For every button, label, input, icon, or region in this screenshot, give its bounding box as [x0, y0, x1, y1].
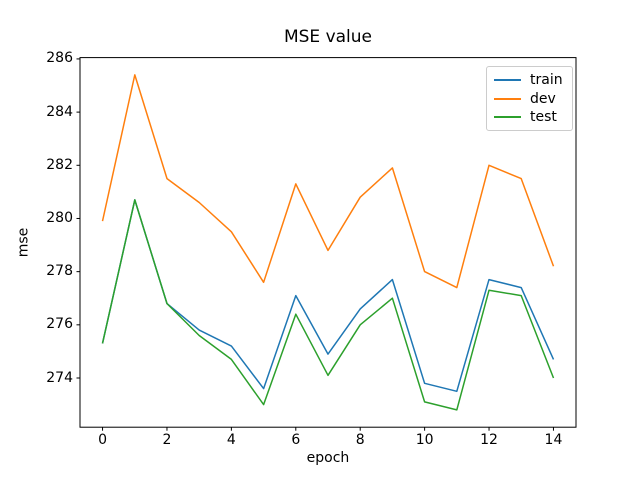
axes-border	[79, 57, 577, 428]
legend-label-dev: dev	[530, 90, 556, 107]
test-line-swatch	[494, 116, 521, 119]
train-line-swatch	[494, 78, 521, 81]
dev-line	[101, 74, 555, 289]
x-tick-label: 8	[355, 432, 365, 448]
legend-entry-dev: dev	[494, 91, 565, 107]
x-tick-label: 0	[98, 432, 107, 448]
legend-entry-test: test	[494, 109, 565, 125]
chart-title: MSE value	[283, 27, 373, 47]
x-tick-label: 10	[415, 432, 434, 448]
y-tick-label: 284	[46, 103, 73, 120]
y-tick-label: 274	[46, 369, 73, 386]
y-tick-label: 286	[46, 50, 73, 67]
y-tick-label: 280	[46, 209, 73, 226]
y-tick-label: 282	[46, 156, 73, 173]
x-tick-label: 6	[291, 432, 301, 448]
dev-line-swatch	[494, 97, 521, 100]
y-tick-label: 278	[46, 263, 73, 280]
test-line	[101, 199, 555, 411]
x-axis-label: epoch	[306, 450, 350, 466]
y-axis-label: mse	[15, 227, 32, 258]
legend-label-test: test	[530, 109, 557, 126]
x-tick-label: 2	[162, 432, 172, 448]
legend-entry-train: train	[494, 72, 565, 88]
train-line	[101, 199, 555, 393]
legend: train dev test	[486, 66, 573, 131]
x-tick-label: 4	[226, 432, 236, 448]
x-tick-label: 12	[480, 432, 498, 448]
x-tick-label: 14	[544, 432, 563, 448]
y-tick-label: 276	[46, 316, 73, 333]
legend-label-train: train	[530, 71, 563, 88]
